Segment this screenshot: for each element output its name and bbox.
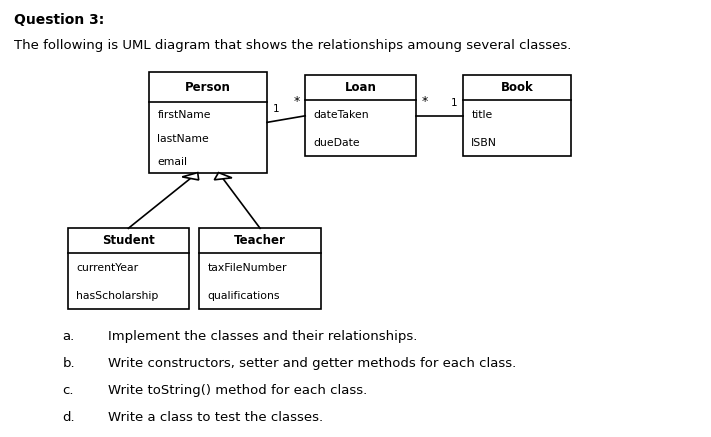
Text: dateTaken: dateTaken bbox=[314, 110, 369, 120]
Polygon shape bbox=[214, 173, 232, 180]
Text: *: * bbox=[422, 95, 428, 108]
Text: *: * bbox=[294, 95, 299, 108]
Text: Book: Book bbox=[501, 81, 533, 94]
Text: b.: b. bbox=[63, 357, 75, 370]
Text: dueDate: dueDate bbox=[314, 139, 360, 149]
Text: Implement the classes and their relationships.: Implement the classes and their relation… bbox=[107, 330, 417, 343]
Text: Write toString() method for each class.: Write toString() method for each class. bbox=[107, 384, 367, 397]
Text: hasScholarship: hasScholarship bbox=[76, 291, 159, 302]
Text: d.: d. bbox=[63, 411, 75, 424]
Text: currentYear: currentYear bbox=[76, 263, 138, 273]
Text: ISBN: ISBN bbox=[471, 139, 497, 149]
Text: Teacher: Teacher bbox=[234, 234, 286, 247]
Text: taxFileNumber: taxFileNumber bbox=[208, 263, 287, 273]
Text: qualifications: qualifications bbox=[208, 291, 280, 302]
Text: Student: Student bbox=[102, 234, 155, 247]
Text: Write a class to test the classes.: Write a class to test the classes. bbox=[107, 411, 323, 424]
Text: The following is UML diagram that shows the relationships amoung several classes: The following is UML diagram that shows … bbox=[14, 39, 571, 52]
Text: Question 3:: Question 3: bbox=[14, 13, 104, 27]
FancyBboxPatch shape bbox=[199, 228, 321, 309]
FancyBboxPatch shape bbox=[68, 228, 189, 309]
Text: 1: 1 bbox=[451, 98, 457, 108]
Text: c.: c. bbox=[63, 384, 74, 397]
Text: Loan: Loan bbox=[345, 81, 377, 94]
FancyBboxPatch shape bbox=[149, 72, 267, 173]
FancyBboxPatch shape bbox=[463, 76, 570, 156]
Text: a.: a. bbox=[63, 330, 75, 343]
Text: Person: Person bbox=[185, 81, 231, 94]
FancyBboxPatch shape bbox=[305, 76, 416, 156]
Text: 1: 1 bbox=[272, 104, 279, 114]
Text: title: title bbox=[471, 110, 493, 120]
Text: lastName: lastName bbox=[157, 134, 209, 144]
Polygon shape bbox=[182, 173, 198, 180]
Text: email: email bbox=[157, 157, 188, 167]
Text: Write constructors, setter and getter methods for each class.: Write constructors, setter and getter me… bbox=[107, 357, 515, 370]
Text: firstName: firstName bbox=[157, 110, 211, 120]
